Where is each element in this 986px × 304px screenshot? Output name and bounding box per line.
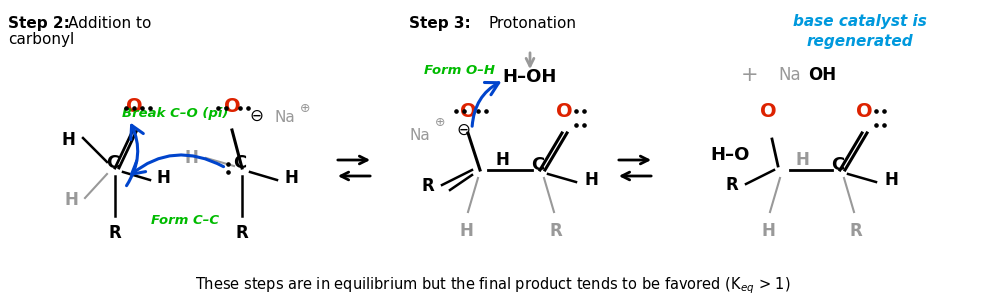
Text: R: R bbox=[108, 224, 121, 242]
Text: H: H bbox=[761, 222, 775, 240]
Text: H: H bbox=[285, 169, 299, 187]
Text: Na: Na bbox=[409, 127, 430, 143]
Text: H–O: H–O bbox=[711, 146, 750, 164]
Text: ⊖: ⊖ bbox=[457, 121, 470, 139]
Text: O: O bbox=[856, 102, 873, 121]
Text: O: O bbox=[224, 97, 241, 116]
Text: R: R bbox=[850, 222, 863, 240]
Text: R: R bbox=[549, 222, 562, 240]
Text: These steps are in equilibrium but the final product tends to be favored (K$_{eq: These steps are in equilibrium but the f… bbox=[195, 276, 791, 296]
Text: H: H bbox=[64, 191, 78, 209]
Text: Form C–C: Form C–C bbox=[151, 213, 219, 226]
Text: O: O bbox=[556, 102, 572, 121]
Text: H: H bbox=[795, 151, 809, 169]
Text: C: C bbox=[234, 154, 246, 172]
Text: Na: Na bbox=[778, 66, 801, 84]
Text: base catalyst is
regenerated: base catalyst is regenerated bbox=[793, 14, 927, 49]
Text: ⊖: ⊖ bbox=[249, 107, 263, 125]
Text: Form O–H: Form O–H bbox=[425, 64, 496, 77]
Text: C: C bbox=[531, 156, 544, 174]
Text: carbonyl: carbonyl bbox=[8, 32, 74, 47]
Text: ⊕: ⊕ bbox=[435, 116, 446, 129]
Text: ⊕: ⊕ bbox=[300, 102, 311, 115]
Text: Addition to: Addition to bbox=[68, 16, 152, 31]
Text: Protonation: Protonation bbox=[488, 16, 576, 31]
FancyArrowPatch shape bbox=[472, 82, 499, 126]
Text: H–OH: H–OH bbox=[503, 68, 557, 86]
Text: H: H bbox=[584, 171, 598, 189]
FancyArrowPatch shape bbox=[131, 155, 224, 174]
Text: R: R bbox=[726, 176, 738, 194]
Text: R: R bbox=[421, 177, 434, 195]
Text: Step 3:: Step 3: bbox=[409, 16, 471, 31]
Text: H: H bbox=[184, 149, 198, 167]
Text: +: + bbox=[741, 65, 759, 85]
Text: Step 2:: Step 2: bbox=[8, 16, 70, 31]
Text: H: H bbox=[61, 131, 75, 149]
Text: C: C bbox=[106, 154, 119, 172]
Text: O: O bbox=[125, 97, 142, 116]
Text: H: H bbox=[884, 171, 898, 189]
FancyArrowPatch shape bbox=[126, 125, 143, 186]
Text: H: H bbox=[157, 169, 171, 187]
Text: O: O bbox=[759, 102, 776, 121]
Text: O: O bbox=[459, 102, 476, 121]
Text: Break C–O (pi): Break C–O (pi) bbox=[122, 106, 228, 119]
Text: Na: Na bbox=[275, 110, 296, 126]
Text: H: H bbox=[495, 151, 509, 169]
Text: OH: OH bbox=[808, 66, 836, 84]
Text: C: C bbox=[831, 156, 845, 174]
Text: H: H bbox=[459, 222, 473, 240]
Text: R: R bbox=[236, 224, 248, 242]
